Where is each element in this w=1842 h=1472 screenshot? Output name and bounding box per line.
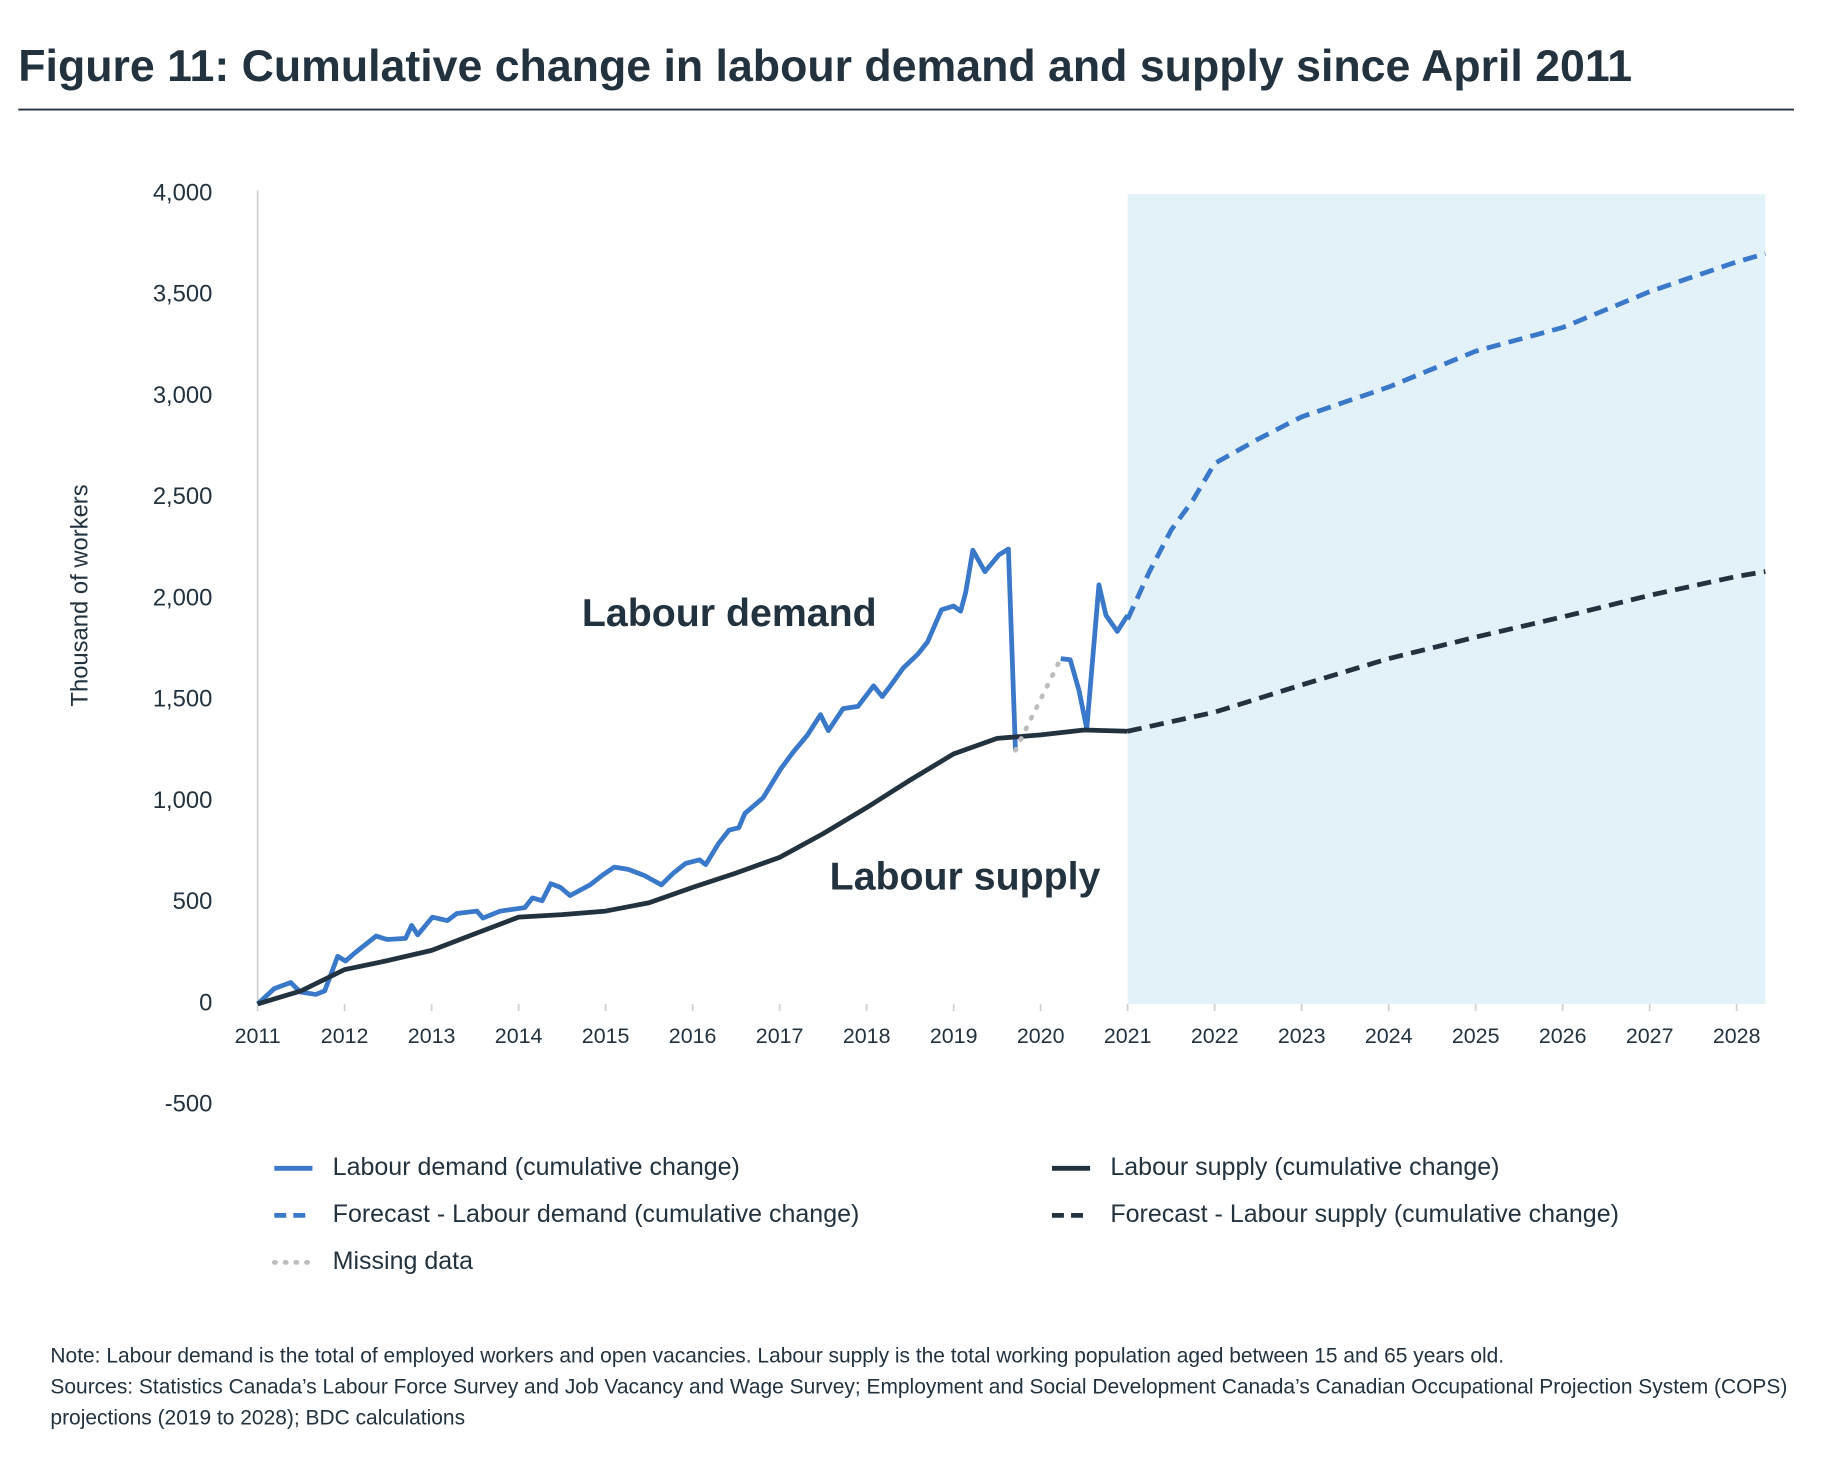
annotation: Labour supply xyxy=(830,854,1101,898)
y-axis-label: Thousand of workers xyxy=(67,484,94,706)
x-tick-label: 2022 xyxy=(1191,1024,1239,1048)
x-tick-label: 2020 xyxy=(1017,1024,1065,1048)
forecast-shading xyxy=(1127,194,1766,1004)
y-tick-label: 3,000 xyxy=(153,382,213,409)
x-tick-label: 2026 xyxy=(1539,1024,1587,1048)
legend-label: Missing data xyxy=(333,1247,473,1275)
x-tick-label: 2025 xyxy=(1452,1024,1500,1048)
x-tick-label: 2014 xyxy=(495,1024,543,1048)
x-tick-label: 2013 xyxy=(408,1024,456,1048)
y-tick-label: 0 xyxy=(199,989,212,1016)
x-tick-label: 2024 xyxy=(1365,1024,1413,1048)
legend-label: Labour supply (cumulative change) xyxy=(1110,1153,1499,1181)
legend-label: Forecast - Labour demand (cumulative cha… xyxy=(333,1200,860,1228)
x-tick-label: 2021 xyxy=(1104,1024,1152,1048)
y-tick-label: 2,000 xyxy=(153,584,213,611)
notes-box: Note: Labour demand is the total of empl… xyxy=(50,1340,1813,1433)
y-tick-label: 1,000 xyxy=(153,787,213,814)
sources: Sources: Statistics Canada’s Labour Forc… xyxy=(50,1374,1788,1430)
x-tick-label: 2028 xyxy=(1713,1024,1761,1048)
x-tick-label: 2018 xyxy=(843,1024,891,1048)
series-line xyxy=(256,546,1130,1006)
x-tick-label: 2023 xyxy=(1278,1024,1326,1048)
legend-label: Labour demand (cumulative change) xyxy=(333,1153,740,1181)
series-line xyxy=(1127,569,1766,734)
x-tick-label: 2017 xyxy=(756,1024,804,1048)
y-tick-label: 500 xyxy=(173,888,213,915)
x-tick-label: 2019 xyxy=(930,1024,978,1048)
y-tick-label: 1,500 xyxy=(153,686,213,713)
series-line xyxy=(1125,251,1767,621)
legend-label: Forecast - Labour supply (cumulative cha… xyxy=(1110,1200,1619,1228)
annotation: Labour demand xyxy=(582,591,877,635)
plot-area: -500 0 500 1,000 1,500 2,000 2,500 3,000 3,500 4,… xyxy=(153,179,1767,1117)
series-line xyxy=(256,727,1128,1007)
y-tick-label: 2,500 xyxy=(153,483,213,510)
y-tick-label: 4,000 xyxy=(153,179,213,206)
x-tick-label: 2011 xyxy=(235,1024,281,1048)
y-tick-label: -500 xyxy=(165,1090,213,1117)
note: Note: Labour demand is the total of empl… xyxy=(50,1343,1505,1368)
series-line xyxy=(1013,656,1064,753)
x-tick-label: 2012 xyxy=(321,1024,369,1048)
chart-title: Figure 11: Cumulative change in labour d… xyxy=(18,42,1632,91)
x-tick-label: 2016 xyxy=(669,1024,717,1048)
x-tick-label: 2015 xyxy=(582,1024,630,1048)
x-tick-label: 2027 xyxy=(1626,1024,1674,1048)
y-tick-label: 3,500 xyxy=(153,281,213,308)
notes: Note: Labour demand is the total of empl… xyxy=(50,1340,1813,1433)
